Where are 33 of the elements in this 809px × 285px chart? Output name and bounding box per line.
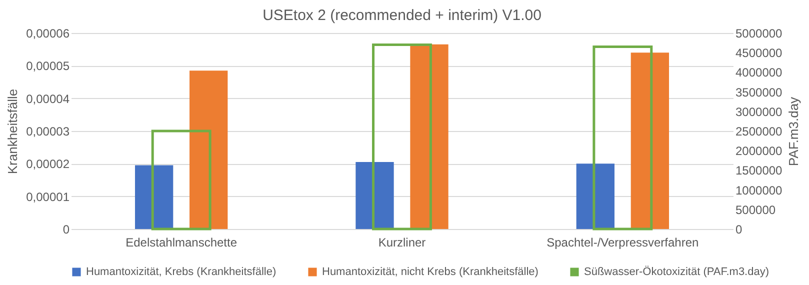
y2-tick-label: 5000000: [736, 26, 783, 40]
y2-tick-label: 0: [736, 222, 742, 236]
y-axis-title: Krankheitsfälle: [5, 88, 20, 174]
y-tick-label: 0,00005: [26, 59, 70, 74]
y2-tick-label: 1000000: [736, 183, 783, 198]
y2-tick-label: 500000: [736, 202, 776, 217]
y-tick-label: 0,00002: [26, 157, 70, 172]
x-tick-label: Spachtel-/Verpressverfahren: [546, 236, 699, 250]
bar: [630, 52, 670, 229]
y2-tick-label: 3500000: [736, 85, 783, 100]
bar: [410, 44, 448, 229]
legend-label: Humantoxizität, nicht Krebs (Krankheitsfälle): [322, 266, 538, 278]
bar: [190, 70, 228, 229]
y2-tick-label: 1500000: [736, 164, 783, 178]
y-tick-label: 0: [62, 222, 70, 236]
x-tick-label: Kurzliner: [378, 236, 426, 250]
y2-tick-label: 4500000: [736, 46, 783, 60]
x-tick-label: Edelstahlmanschette: [126, 236, 238, 250]
bar: [134, 165, 174, 229]
y-tick-label: 0,00004: [26, 92, 70, 106]
y2-tick-label: 3000000: [736, 104, 783, 119]
legend-label: Süßwasser-Ökotoxizität (PAF.m3.day): [584, 264, 770, 278]
y2-tick-label: 2500000: [736, 124, 783, 138]
y2-axis-title: PAF.m3.day: [786, 96, 802, 166]
y2-tick-label: 2000000: [736, 144, 783, 158]
y-tick-label: 0,00001: [26, 190, 70, 204]
bar: [356, 162, 394, 229]
chart-title: USEtox 2 (recommended + interim) V1.00: [262, 7, 542, 24]
y-tick-label: 0,00006: [26, 26, 70, 40]
y-tick-label: 0,00003: [26, 124, 70, 138]
legend-label: Humantoxizität, Krebs (Krankheitsfälle): [86, 266, 276, 278]
bar: [576, 164, 614, 229]
y2-tick-label: 4000000: [736, 66, 783, 80]
